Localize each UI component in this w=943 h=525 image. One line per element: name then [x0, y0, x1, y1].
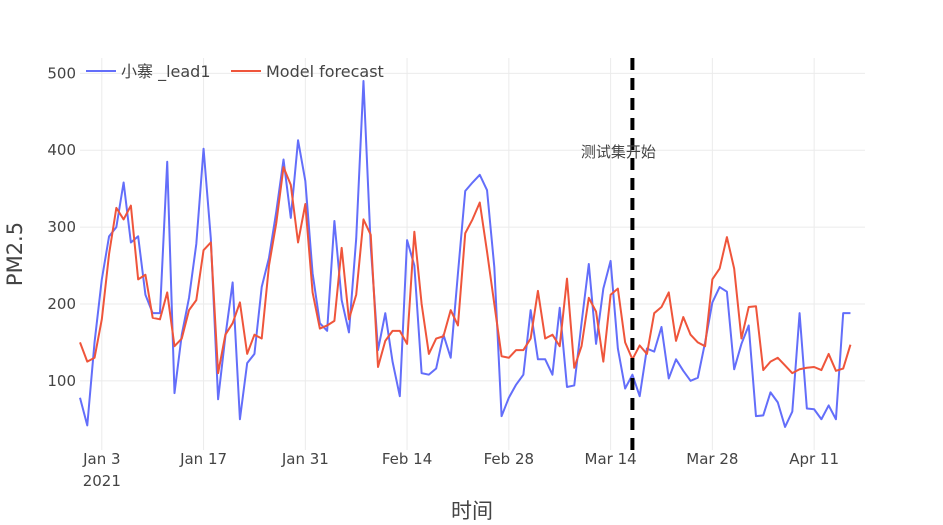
x-tick-label-jan-17: Jan 17 [179, 450, 227, 468]
x-axis-ticks: Jan 3 2021 Jan 17 Jan 31 Feb 14 Feb 28 Mar 14 M… [82, 450, 839, 490]
y-axis-ticks: 100 200 300 400 500 [47, 64, 76, 389]
y-tick-label-300: 300 [47, 218, 76, 236]
y-tick-label-400: 400 [47, 141, 76, 159]
x-tick-label-mar-14: Mar 14 [585, 450, 637, 468]
x-axis-title: 时间 [451, 499, 493, 523]
legend-label-1: 小寨 _lead1 [121, 62, 211, 82]
series-lines [79, 80, 852, 428]
x-tick-label-feb-14: Feb 14 [382, 450, 432, 468]
x-tick-label-jan-3: Jan 3 [82, 450, 120, 468]
y-tick-label-200: 200 [47, 295, 76, 313]
series-line-1 [79, 80, 851, 428]
legend-label-2: Model forecast [266, 62, 384, 81]
y-axis-title: PM2.5 [3, 222, 27, 286]
x-tick-year-label: 2021 [83, 472, 121, 490]
test-start-annotation: 测试集开始 [581, 58, 656, 450]
y-tick-label-500: 500 [47, 64, 76, 82]
x-tick-label-apr-11: Apr 11 [789, 450, 839, 468]
y-tick-label-100: 100 [47, 372, 76, 390]
test-start-label: 测试集开始 [581, 143, 656, 161]
series-line-2 [79, 166, 852, 375]
x-tick-label-feb-28: Feb 28 [484, 450, 534, 468]
gridlines [80, 58, 865, 450]
x-tick-label-jan-31: Jan 31 [281, 450, 329, 468]
x-tick-label-mar-28: Mar 28 [686, 450, 738, 468]
legend[interactable]: 小寨 _lead1 Model forecast [86, 62, 384, 82]
